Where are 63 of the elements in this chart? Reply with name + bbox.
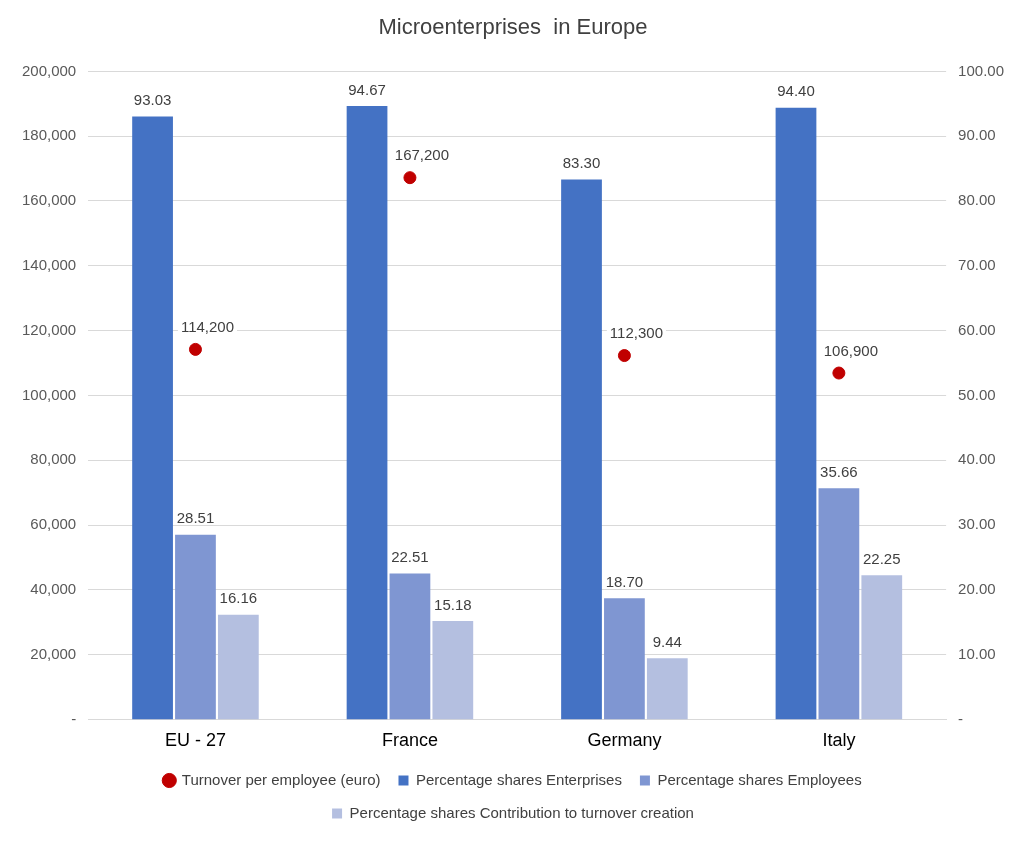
bar (604, 598, 645, 720)
data-label: 94.67 (348, 80, 386, 98)
y-tick-label: 140,000 (21, 255, 77, 273)
y-tick-label: 120,000 (21, 320, 77, 338)
x-tick-label: Germany (587, 730, 662, 751)
data-label: 93.03 (133, 91, 172, 109)
data-label: 15.18 (434, 595, 472, 613)
y-tick-label: 80,000 (30, 450, 77, 468)
y-tick-label: 40,000 (30, 579, 77, 597)
bar (432, 621, 474, 720)
data-label: 106,900 (823, 341, 878, 359)
y2-tick-label: 90.00 (958, 126, 996, 144)
point (403, 171, 417, 185)
point (188, 342, 202, 356)
y-tick-label: - (71, 709, 77, 727)
chart-title: Microenterprises in Europe (378, 14, 648, 40)
y2-tick-label: 20.00 (958, 579, 996, 597)
data-label: 35.66 (820, 462, 858, 480)
y-tick-label: 100,000 (21, 385, 77, 403)
legend-label: Percentage shares Enterprises (415, 770, 622, 788)
bar (861, 575, 903, 720)
x-tick-label: Italy (822, 730, 856, 751)
data-label: 94.40 (777, 82, 815, 100)
y2-tick-label: 80.00 (958, 191, 996, 209)
data-label: 16.16 (219, 589, 258, 607)
y-tick-label: 160,000 (21, 191, 77, 209)
bar (389, 573, 431, 720)
x-tick-label: France (381, 730, 438, 751)
y2-tick-label: 100.00 (958, 61, 1005, 79)
data-label: 114,200 (180, 318, 235, 336)
y2-tick-label: 70.00 (958, 255, 996, 273)
data-label: 112,300 (609, 324, 663, 342)
legend-label: Percentage shares Employees (657, 770, 862, 788)
bar (132, 116, 173, 720)
y-tick-label: 200,000 (21, 61, 77, 79)
y2-tick-label: 40.00 (958, 450, 996, 468)
data-label: 167,200 (394, 146, 450, 164)
y2-tick-label: - (958, 709, 964, 727)
bar (818, 488, 860, 720)
data-label: 83.30 (562, 154, 601, 172)
y-tick-label: 60,000 (30, 515, 77, 533)
bar (775, 107, 817, 720)
point (617, 349, 631, 363)
y2-tick-label: 10.00 (958, 644, 996, 662)
bar (646, 658, 688, 720)
y2-tick-label: 50.00 (958, 385, 996, 403)
y-tick-label: 20,000 (30, 644, 77, 662)
bar (217, 614, 259, 720)
x-tick-label: EU - 27 (164, 730, 226, 751)
y2-tick-label: 60.00 (958, 320, 996, 338)
data-label: 22.51 (391, 548, 429, 566)
bar (561, 179, 602, 720)
legend-label: Turnover per employee (euro) (181, 770, 381, 788)
legend-label: Percentage shares Contribution to turnover creation (349, 803, 694, 821)
data-label: 18.70 (605, 572, 644, 590)
bar (175, 534, 216, 720)
data-label: 22.25 (863, 549, 901, 567)
data-label: 9.44 (652, 632, 682, 650)
y-tick-label: 180,000 (21, 126, 77, 144)
y2-tick-label: 30.00 (958, 515, 996, 533)
bar (346, 105, 388, 720)
data-label: 28.51 (176, 509, 215, 527)
point (832, 366, 846, 380)
